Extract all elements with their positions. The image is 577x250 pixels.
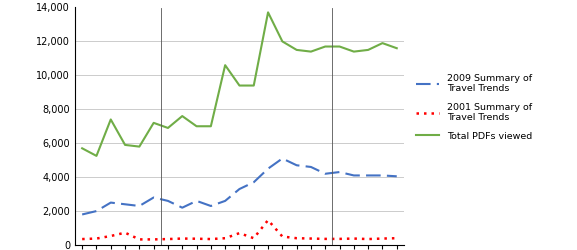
Legend: 2009 Summary of
Travel Trends, 2001 Summary of
Travel Trends, Total PDFs viewed: 2009 Summary of Travel Trends, 2001 Summ… [412,70,536,144]
